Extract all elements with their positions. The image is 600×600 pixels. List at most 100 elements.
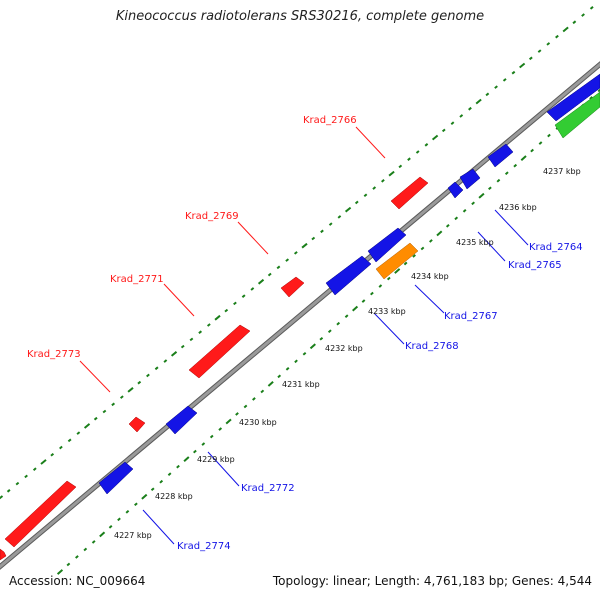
kbp-scale-labels: 4227 kbp 4228 kbp 4229 kbp 4230 kbp 4231… xyxy=(114,167,581,540)
upper-scale-tick xyxy=(180,344,185,349)
upper-scale-tick xyxy=(398,164,403,169)
upper-scale-tick xyxy=(301,242,308,249)
upper-scale-tick xyxy=(206,323,211,327)
lower-scale-tick xyxy=(520,155,527,162)
upper-scale-tick xyxy=(441,128,446,133)
gene-krad-2775-arrow[interactable] xyxy=(0,548,7,561)
kbp-label: 4228 kbp xyxy=(155,492,193,501)
lower-scale-tick xyxy=(513,163,518,168)
upper-scale-tick xyxy=(528,56,533,61)
upper-scale-tick xyxy=(363,193,368,198)
upper-scale-tick xyxy=(372,186,377,190)
upper-scale-tick xyxy=(388,170,395,177)
lower-scale-tick xyxy=(478,192,485,199)
upper-scale-tick xyxy=(93,416,98,421)
lower-scale-tick xyxy=(159,479,164,484)
upper-scale-tick xyxy=(581,13,585,17)
upper-scale-tick xyxy=(111,402,116,407)
upper-scale-tick xyxy=(15,481,20,486)
gene-krad-2766-arrow[interactable] xyxy=(390,176,429,210)
gene-krad-2772b-arrow[interactable] xyxy=(165,405,198,435)
upper-scale-tick xyxy=(50,452,55,457)
upper-scale-tick xyxy=(119,395,124,399)
gene-label-krad-2765[interactable]: Krad_2765 xyxy=(508,260,562,271)
gene-krad-2765-arrow[interactable] xyxy=(447,181,464,199)
upper-scale-tick xyxy=(502,78,507,82)
lower-scale-tick xyxy=(361,299,366,303)
gene-krad-2774b-arrow[interactable] xyxy=(98,461,134,495)
gene-label-krad-2768[interactable]: Krad_2768 xyxy=(405,341,459,352)
upper-scale-tick xyxy=(214,314,221,321)
upper-scale-tick xyxy=(311,236,316,241)
lower-scale-tick xyxy=(436,230,443,237)
lower-scale-tick xyxy=(243,404,248,409)
gene-label-krad-2769[interactable]: Krad_2769 xyxy=(185,211,239,222)
gene-label-krad-2774[interactable]: Krad_2774 xyxy=(177,541,231,552)
forward-gene-labels: Krad_2766 Krad_2769 Krad_2771 Krad_2773 xyxy=(27,115,357,360)
lower-scale-tick xyxy=(488,186,492,191)
upper-scale-tick xyxy=(163,359,168,363)
lower-scale-tick xyxy=(108,525,113,529)
lower-scale-tick xyxy=(327,329,332,334)
lower-scale-tick xyxy=(117,517,121,522)
gene-label-krad-2764[interactable]: Krad_2764 xyxy=(529,242,583,253)
upper-scale-tick xyxy=(137,380,142,385)
lower-scale-tick xyxy=(420,246,425,251)
gene-krad-2773-arrow[interactable] xyxy=(4,480,77,548)
lower-scale-tick xyxy=(277,374,282,379)
kbp-label: 4237 kbp xyxy=(543,167,581,176)
gene-label-krad-2767[interactable]: Krad_2767 xyxy=(444,311,498,322)
upper-scale-tick xyxy=(32,467,37,471)
lower-scale-tick xyxy=(462,208,467,213)
upper-scale-tick xyxy=(354,200,359,205)
gene-label-krad-2773[interactable]: Krad_2773 xyxy=(27,349,81,360)
lower-scale-tick xyxy=(252,397,256,401)
upper-scale-tick xyxy=(233,301,237,306)
gene-krad-2767b-arrow[interactable] xyxy=(367,227,407,263)
gene-label-krad-2772[interactable]: Krad_2772 xyxy=(241,483,295,494)
upper-scale-tick xyxy=(537,49,542,53)
forward-leader-lines xyxy=(79,126,386,393)
rna-gene-arrow[interactable] xyxy=(554,91,600,139)
gene-label-krad-2766[interactable]: Krad_2766 xyxy=(303,115,357,126)
gene-features xyxy=(0,73,600,561)
gene-krad-2772-arrow[interactable] xyxy=(128,416,146,433)
upper-scale-tick xyxy=(285,258,290,262)
gene-krad-2767-arrow[interactable] xyxy=(375,242,419,280)
upper-scale-tick xyxy=(459,114,464,118)
upper-scale-tick xyxy=(511,70,516,75)
upper-scale-tick xyxy=(198,330,203,334)
kbp-label: 4233 kbp xyxy=(368,307,406,316)
upper-scale-tick xyxy=(450,121,455,125)
lower-scale-tick xyxy=(386,276,391,281)
upper-scale-tick xyxy=(293,251,298,255)
upper-scale-tick xyxy=(344,206,352,213)
gene-krad-2762-arrow[interactable] xyxy=(546,73,600,122)
gene-krad-2764-arrow[interactable] xyxy=(487,143,514,168)
lower-scale-tick xyxy=(429,239,433,243)
upper-scale-tick xyxy=(127,387,134,393)
gene-label-krad-2771[interactable]: Krad_2771 xyxy=(110,274,164,285)
gene-krad-2770-arrow[interactable] xyxy=(188,324,251,379)
gene-krad-2768-arrow[interactable] xyxy=(280,276,305,298)
lower-scale-tick xyxy=(201,442,206,446)
lower-scale-tick xyxy=(309,343,316,350)
lower-scale-tick xyxy=(412,254,416,258)
genome-backbone xyxy=(0,61,600,570)
lower-scale-tick xyxy=(83,547,88,552)
upper-scale-tick xyxy=(170,351,178,357)
gene-krad-2765a-arrow[interactable] xyxy=(459,168,481,190)
gene-krad-2768b-arrow[interactable] xyxy=(325,255,372,296)
upper-scale-tick xyxy=(572,20,577,25)
lower-scale-tick xyxy=(471,201,475,206)
upper-scale-tick xyxy=(494,85,498,89)
upper-scale-tick xyxy=(546,42,551,46)
kbp-label: 4232 kbp xyxy=(325,344,363,353)
kbp-label: 4231 kbp xyxy=(282,380,320,389)
upper-scale-tick xyxy=(431,134,439,141)
lower-scale-tick xyxy=(141,493,148,500)
upper-scale-tick xyxy=(519,62,526,69)
lower-scale-tick xyxy=(378,284,383,288)
